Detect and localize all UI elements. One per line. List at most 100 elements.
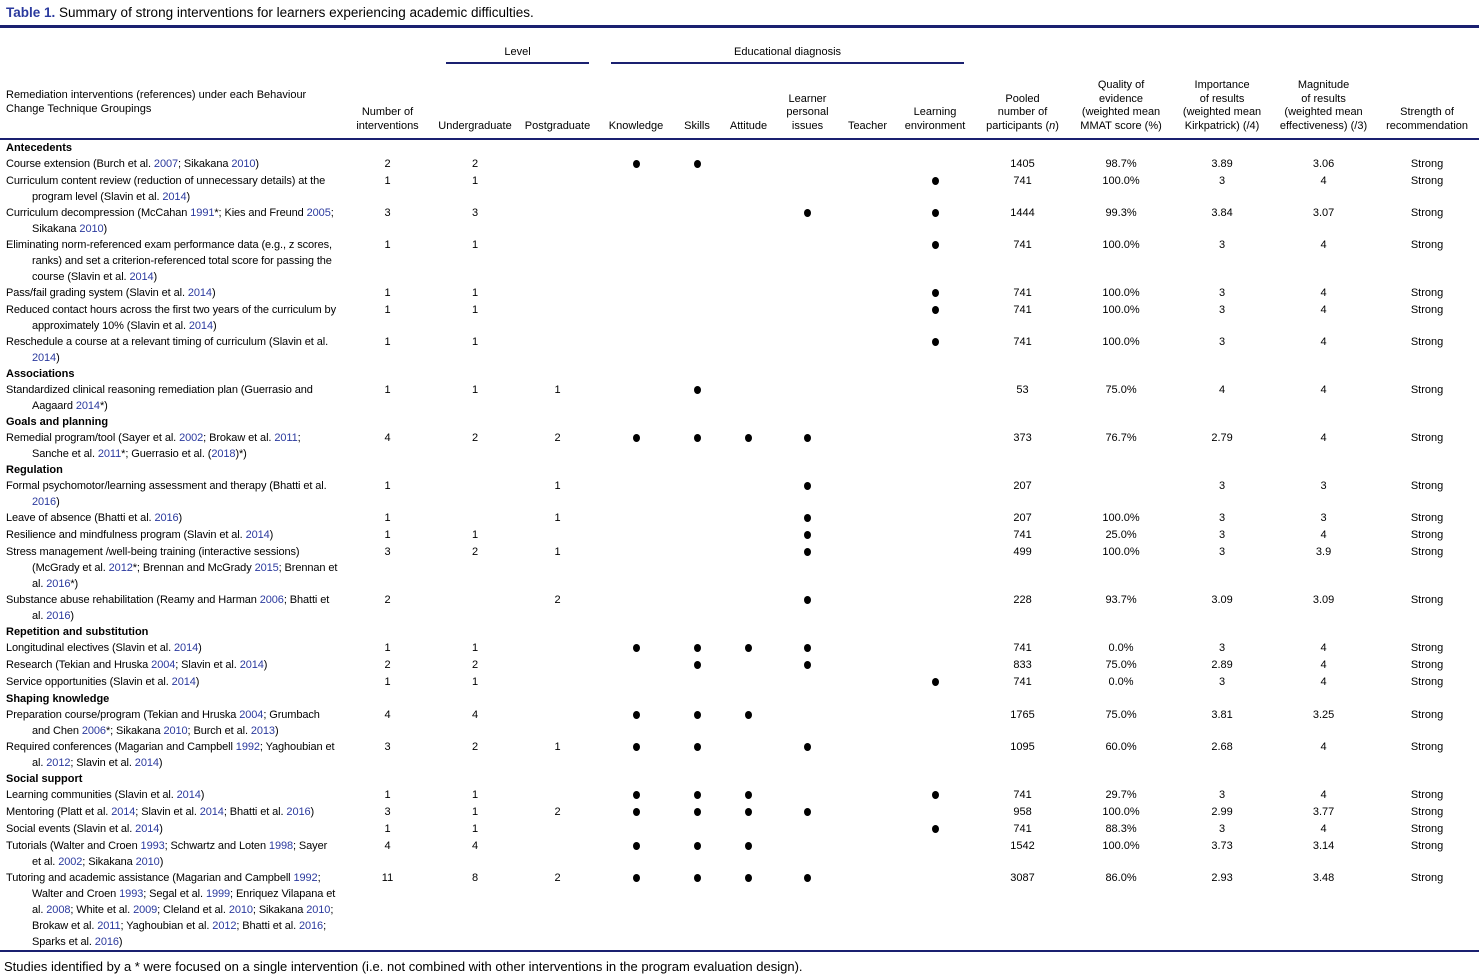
citation-link[interactable]: 2014 [32, 352, 57, 364]
citation-link[interactable]: 2004 [239, 709, 264, 721]
cell-attitude [722, 430, 775, 462]
citation-link[interactable]: 2014 [199, 806, 224, 818]
citation-link[interactable]: 2016 [298, 920, 324, 932]
citation-link[interactable]: 1999 [205, 888, 231, 900]
diagnosis-dot [931, 289, 939, 297]
citation-link[interactable]: 2008 [46, 904, 71, 916]
citation-link[interactable]: 2016 [94, 936, 119, 948]
cell-mmat-score: 100.0% [1102, 806, 1140, 818]
citation-link[interactable]: 1992 [235, 741, 260, 753]
cell-number-of-interventions: 1 [384, 175, 391, 187]
citation-link[interactable]: 2015 [254, 562, 279, 574]
citation-link[interactable]: 1992 [293, 872, 318, 884]
citation-link[interactable]: 2009 [133, 904, 158, 916]
table-row: Research (Tekian and Hruska 2004; Slavin… [0, 657, 1479, 674]
citation-link[interactable]: 2016 [286, 806, 311, 818]
cell-skills [672, 527, 722, 544]
cell-knowledge [600, 821, 672, 838]
cell-teacher [840, 739, 895, 771]
citation-link[interactable]: 2013 [250, 725, 275, 737]
diagnosis-dot [632, 808, 640, 816]
citation-link[interactable]: 2014 [162, 191, 187, 203]
diagnosis-dot [804, 808, 812, 816]
citation-link[interactable]: 2014 [239, 659, 264, 671]
citation-link[interactable]: 2014 [134, 757, 159, 769]
cell-strength-recommendation: Strong [1410, 872, 1444, 884]
citation-link[interactable]: 2016 [46, 610, 71, 622]
citation-link[interactable]: 2012 [108, 562, 133, 574]
citation-link[interactable]: 2014 [171, 676, 196, 688]
cell-undergraduate [435, 510, 515, 527]
citation-link[interactable]: 2018 [211, 448, 236, 460]
citation-link[interactable]: 2002 [179, 432, 204, 444]
citation-link[interactable]: 1991 [190, 207, 215, 219]
citation-link[interactable]: 2006 [259, 594, 284, 606]
citation-link[interactable]: 2016 [154, 512, 179, 524]
citation-link[interactable]: 2010 [135, 856, 160, 868]
cell-teacher [840, 478, 895, 510]
cell-pooled-participants: 741 [1013, 336, 1032, 348]
citation-link[interactable]: 2014 [129, 271, 154, 283]
cell-learner-personal-issues [775, 739, 840, 771]
citation-link[interactable]: 2012 [212, 920, 237, 932]
citation-link[interactable]: 2014 [111, 806, 136, 818]
citation-link[interactable]: 2014 [176, 789, 201, 801]
citation-link[interactable]: 2007 [153, 158, 178, 170]
cell-mmat-score: 99.3% [1105, 207, 1137, 219]
cell-attitude [722, 544, 775, 592]
citation-link[interactable]: 2014 [187, 287, 212, 299]
citation-link[interactable]: 2010 [228, 904, 253, 916]
citation-link[interactable]: 1993 [119, 888, 144, 900]
table-row: Course extension (Burch et al. 2007; Sik… [0, 156, 1479, 173]
citation-link[interactable]: 1993 [140, 840, 165, 852]
citation-link[interactable]: 2014 [75, 400, 100, 412]
citation-link[interactable]: 2010 [306, 904, 331, 916]
cell-mmat-score [1070, 478, 1172, 510]
cell-effectiveness: 3.14 [1312, 840, 1335, 852]
cell-learning-environment [895, 821, 975, 838]
table-header: Level Educational diagnosis Remediation … [0, 28, 1479, 140]
citation-link[interactable]: 2011 [274, 432, 298, 444]
citation-link[interactable]: 2005 [306, 207, 331, 219]
citation-link[interactable]: 2014 [174, 642, 199, 654]
citation-link[interactable]: 2010 [79, 223, 104, 235]
diagnosis-dot [693, 743, 701, 751]
cell-knowledge [600, 478, 672, 510]
cell-skills [672, 640, 722, 657]
diagnosis-dot [804, 434, 812, 442]
cell-kirkpatrick: 2.68 [1211, 741, 1233, 753]
cell-mmat-score: 93.7% [1105, 594, 1137, 606]
cell-mmat-score: 75.0% [1105, 709, 1137, 721]
citation-link[interactable]: 2014 [135, 823, 160, 835]
citation-link[interactable]: 2012 [46, 757, 71, 769]
citation-link[interactable]: 2010 [231, 158, 256, 170]
citation-link[interactable]: 2011 [97, 920, 121, 932]
cell-undergraduate: 4 [471, 840, 479, 852]
cell-learning-environment [895, 302, 975, 334]
cell-postgraduate: 1 [554, 384, 561, 396]
citation-link[interactable]: 2006 [81, 725, 106, 737]
citation-link[interactable]: 2016 [32, 496, 57, 508]
cell-kirkpatrick: 3.89 [1211, 158, 1233, 170]
cell-learning-environment [895, 510, 975, 527]
citation-link[interactable]: 2004 [151, 659, 176, 671]
cell-skills [672, 707, 722, 739]
citation-link[interactable]: 2014 [188, 320, 213, 332]
cell-effectiveness: 4 [1320, 642, 1327, 654]
table-row: Formal psychomotor/learning assessment a… [0, 478, 1479, 510]
cell-skills [672, 838, 722, 870]
cell-postgraduate: 1 [554, 546, 561, 558]
citation-link[interactable]: 1998 [268, 840, 293, 852]
citation-link[interactable]: 2010 [163, 725, 188, 737]
citation-link[interactable]: 2011 [97, 448, 122, 460]
citation-link[interactable]: 2014 [245, 529, 270, 541]
cell-attitude [722, 334, 775, 366]
cell-teacher [840, 544, 895, 592]
cell-intervention-label: Remedial program/tool (Sayer et al. 2002… [6, 432, 301, 460]
citation-link[interactable]: 2002 [58, 856, 83, 868]
cell-intervention-label: Leave of absence (Bhatti et al. 2016) [6, 512, 183, 524]
cell-pooled-participants: 1095 [1010, 741, 1035, 753]
citation-link[interactable]: 2016 [46, 578, 71, 590]
table-row: Eliminating norm-referenced exam perform… [0, 237, 1479, 285]
